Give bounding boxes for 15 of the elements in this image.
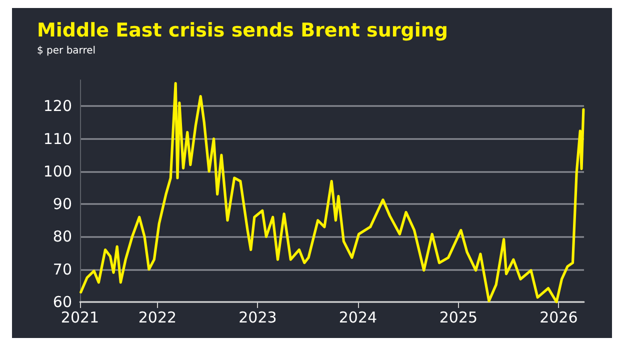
x-tick-label: 2021 bbox=[60, 308, 100, 326]
y-tick-label: 110 bbox=[43, 130, 72, 148]
x-tick-label: 2025 bbox=[439, 308, 478, 326]
x-tick-label: 2026 bbox=[540, 308, 578, 326]
x-tick-label: 2023 bbox=[238, 308, 277, 326]
y-tick-label: 120 bbox=[43, 97, 72, 116]
y-tick-label: 90 bbox=[52, 195, 72, 214]
y-tick-label: 70 bbox=[52, 260, 72, 278]
y-tick-label: 80 bbox=[52, 228, 72, 246]
chart-title: Middle East crisis sends Brent surging bbox=[37, 20, 448, 42]
chart-subtitle: $ per barrel bbox=[37, 46, 96, 56]
x-tick-label: 2024 bbox=[338, 308, 378, 326]
y-tick-label: 60 bbox=[52, 293, 72, 311]
x-tick-label: 2022 bbox=[138, 308, 177, 326]
y-tick-label: 100 bbox=[43, 162, 72, 180]
